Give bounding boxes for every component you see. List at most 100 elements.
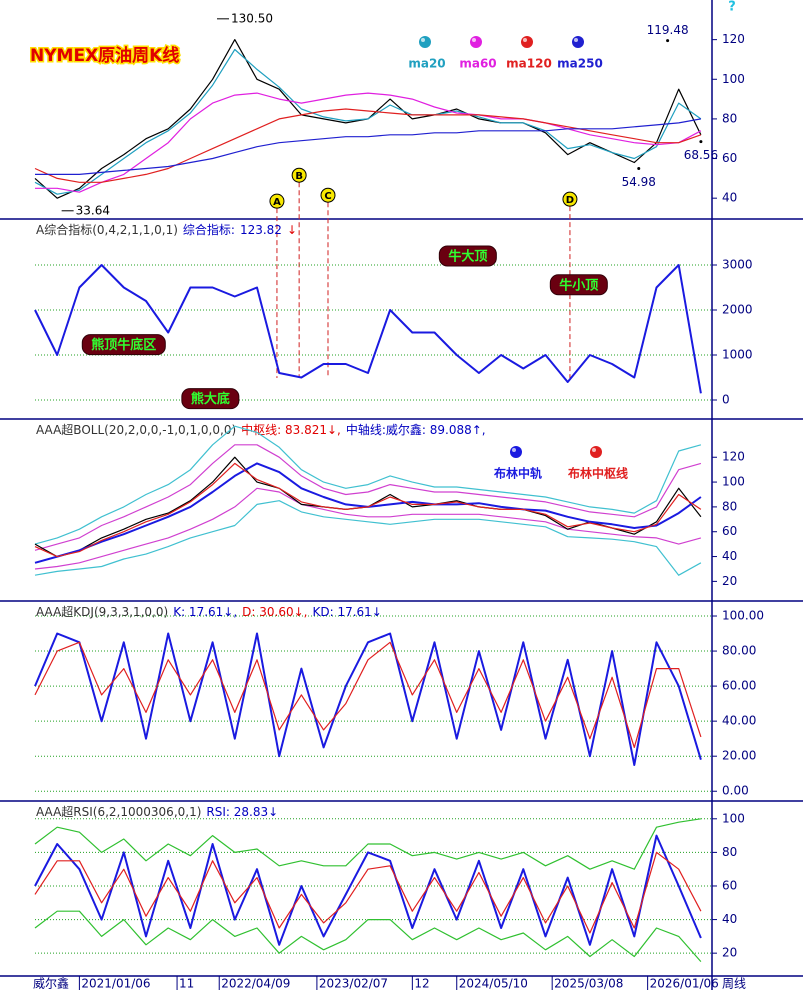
y-tick-label: 60 [722,878,737,892]
y-tick-label: 100.00 [722,609,764,623]
annotation-box [549,274,608,296]
y-tick-label: 60.00 [722,679,756,693]
legend-swatch-highlight [592,448,596,452]
y-tick-label: 40.00 [722,714,756,728]
panel-header: AAA超BOLL(20,2,0,0,-1,0,1,0,0,0) 中枢线: 83.8… [36,422,486,437]
header-part: 中轴线:威尔鑫: 89.088↑, [346,422,486,437]
legend-swatch-highlight [421,38,425,42]
x-tick-label: 11 [179,977,194,990]
help-icon: ? [728,0,736,15]
chart-title: NYMEX原油周K线 [30,45,179,66]
series-line [35,118,702,175]
marker-label: B [295,171,303,182]
x-tick-label: 12 [414,977,429,990]
y-tick-label: 80.00 [722,644,756,658]
annotation-label: 熊大底 [191,391,230,407]
series-line [34,632,702,766]
legend-swatch [510,446,522,458]
legend-swatch-highlight [472,38,476,42]
series-line [34,462,702,558]
x-axis-label: 周线 [722,977,746,990]
annotation-label: 牛大顶 [448,249,487,265]
extreme-point [699,140,703,144]
header-part: AAA超RSI(6,2,1000306,0,1) [36,804,201,819]
header-part: AAA超KDJ(9,3,3,1,0,0) [36,604,168,619]
series-line [34,818,701,870]
legend-label: 布林中枢线 [568,466,628,481]
extreme-point [666,39,670,43]
extreme-label: 119.48 [647,23,689,37]
legend-label: ma60 [459,57,496,71]
annotation-label: 熊顶牛底区 [91,337,156,353]
header-part: D: 30.60↓, [242,605,307,619]
y-tick-label: 20.00 [722,749,756,763]
header-part: K: 17.61↓, [173,605,237,619]
header-part: AAA超BOLL(20,2,0,0,-1,0,1,0,0,0) [36,422,236,437]
marker-badge [291,167,307,183]
legend-swatch [470,36,482,48]
header-part: 中枢线: 83.821↓, [241,422,341,437]
y-tick-label: 100 [722,72,745,86]
x-tick-label: 2023/02/07 [319,977,388,990]
marker-label: D [566,195,574,206]
y-tick-label: 0.00 [722,784,749,798]
y-tick-label: 1000 [722,348,753,362]
series-line [34,48,702,195]
extreme-label: 68.56 [684,148,718,162]
legend-swatch-highlight [523,38,527,42]
series-line [34,910,702,962]
extreme-label: 54.98 [622,175,656,189]
series-line [34,444,702,551]
y-tick-label: 40 [722,191,737,205]
x-tick-label: 2024/05/10 [459,977,528,990]
y-tick-label: 100 [722,811,745,825]
y-tick-label: 0 [722,393,730,407]
series-line [34,641,702,748]
extreme-label: 130.50 [231,11,273,25]
legend-swatch [572,36,584,48]
legend-label: ma120 [506,57,552,71]
series-line [34,834,702,946]
series-line [34,487,702,570]
y-tick-label: 80 [722,499,737,513]
annotation-label: 牛小顶 [559,277,598,293]
y-tick-label: 80 [722,845,737,859]
legend-label: ma250 [557,57,603,71]
y-tick-label: 20 [722,946,737,960]
legend-swatch-highlight [512,448,516,452]
annotation-box [81,334,166,356]
y-tick-label: 2000 [722,303,753,317]
y-tick-label: 120 [722,32,745,46]
marker-label: C [324,191,331,202]
series-line [34,851,702,934]
y-tick-label: 60 [722,524,737,538]
extreme-point [637,166,641,170]
header-part: RSI: 28.83↓ [206,805,278,819]
annotation-box [438,245,497,267]
y-tick-label: 20 [722,574,737,588]
x-tick-label: 2025/03/08 [554,977,623,990]
x-tick-label: 2022/04/09 [221,977,290,990]
series-line [34,425,702,545]
annotation-box [181,388,240,410]
y-tick-label: 120 [722,450,745,464]
header-part: ↓ [287,223,297,237]
legend-label: 布林中轨 [494,466,542,481]
legend-label: ma20 [408,57,445,71]
panel-header: A综合指标(0,4,2,1,1,0,1) 综合指标: 123.82 ↓ [36,222,297,237]
header-part: KD: 17.61↓ [312,605,381,619]
y-tick-label: 60 [722,151,737,165]
series-line [34,264,702,394]
x-tick-label: 2026/01/06 [650,977,719,990]
y-tick-label: 80 [722,111,737,125]
header-part: 123.82 [240,223,282,237]
series-line [34,108,702,183]
header-part: 综合指标: [183,222,235,237]
series-line [35,92,702,193]
marker-badge [269,193,285,209]
legend-swatch [590,446,602,458]
series-line [34,500,702,576]
marker-badge [562,191,578,207]
marker-label: A [273,197,281,208]
